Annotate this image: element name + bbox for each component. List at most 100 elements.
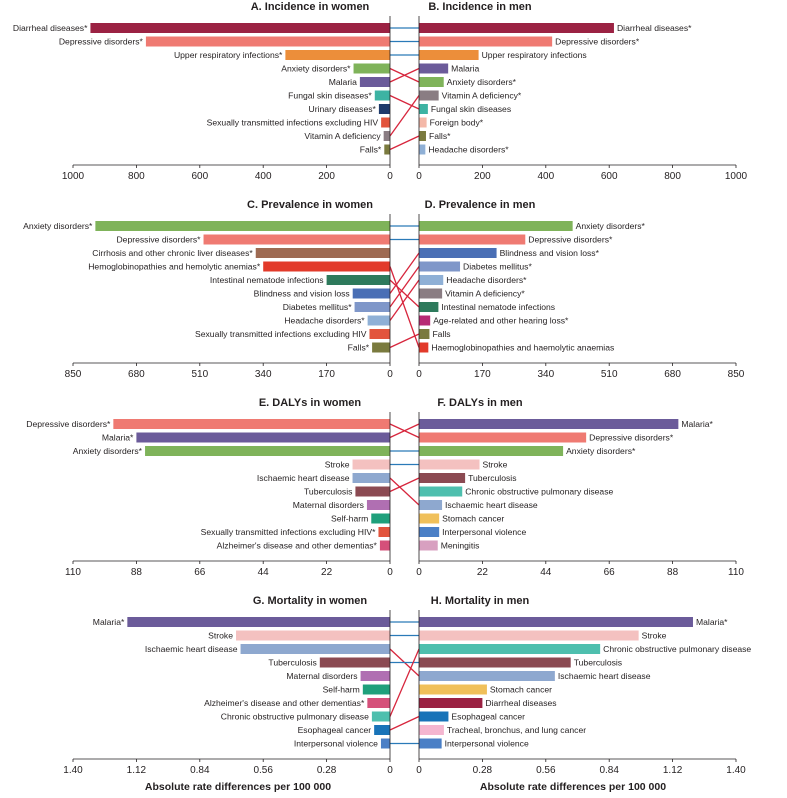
bar-label: Depressive disorders* <box>26 419 111 429</box>
panel-title: E. DALYs in women <box>259 397 362 409</box>
bar-diabetes-mellitus <box>419 261 461 272</box>
panel-title: F. DALYs in men <box>437 397 522 409</box>
bar-label: Malaria* <box>696 617 728 627</box>
tick-label: 0.56 <box>253 765 273 776</box>
bar-vitamin-a-deficiency <box>383 131 390 141</box>
tick-label: 1.40 <box>726 765 746 776</box>
bar-label: Malaria <box>329 77 357 87</box>
bar-sexually-transmitted-infections-excluding-hiv <box>378 527 390 537</box>
tick-label: 340 <box>537 369 554 380</box>
tick-label: 170 <box>474 369 491 380</box>
bar-label: Maternal disorders <box>286 671 357 681</box>
tick-label: 850 <box>65 369 82 380</box>
bar-label: Headache disorders* <box>284 316 365 326</box>
tick-label: 0 <box>387 765 393 776</box>
bar-label: Headache disorders* <box>428 145 509 155</box>
bar-label: Alzheimer's disease and other dementias* <box>204 698 365 708</box>
bar-malaria <box>419 617 693 627</box>
bar-headache-disorders <box>419 275 444 285</box>
bar-self-harm <box>371 513 390 524</box>
bar-label: Depressive disorders* <box>59 37 144 47</box>
bar-falls <box>372 342 390 353</box>
bar-sexually-transmitted-infections-excluding-hiv <box>381 117 390 128</box>
bar-label: Falls* <box>348 343 370 353</box>
bar-label: Anxiety disorders* <box>447 77 517 87</box>
bar-diarrheal-diseases <box>419 23 614 33</box>
bar-anxiety-disorders <box>353 63 390 74</box>
panel-title: A. Incidence in women <box>251 1 370 13</box>
bar-stomach-cancer <box>419 684 487 695</box>
x-axis-label-left: Absolute rate differences per 100 000 <box>145 781 331 793</box>
x-axis-label-right: Absolute rate differences per 100 000 <box>480 781 666 793</box>
bar-label: Self-harm <box>323 685 360 695</box>
bar-foreign-body <box>419 117 427 128</box>
bar-headache-disorders <box>419 144 426 155</box>
bar-interpersonal-violence <box>419 527 440 537</box>
tick-label: 400 <box>255 171 272 182</box>
bar-label: Anxiety disorders* <box>73 446 143 456</box>
bar-cirrhosis-and-other-chronic-liver-diseases <box>255 248 390 258</box>
bar-label: Diabetes mellitus* <box>283 302 352 312</box>
tick-label: 0 <box>416 369 422 380</box>
bar-depressive-disorders <box>419 234 526 245</box>
bar-label: Chronic obstructive pulmonary disease <box>465 487 613 497</box>
bar-stroke <box>419 630 639 641</box>
bar-anxiety-disorders <box>419 77 444 87</box>
bar-label: Interpersonal violence <box>294 739 378 749</box>
bar-anxiety-disorders <box>95 221 391 231</box>
bars-layer <box>90 23 693 749</box>
bar-maternal-disorders <box>366 500 390 510</box>
bar-label: Stomach cancer <box>442 514 504 524</box>
bar-fungal-skin-diseases <box>374 90 390 101</box>
tick-label: 66 <box>604 567 616 578</box>
bar-self-harm <box>362 684 390 695</box>
tick-label: 44 <box>540 567 552 578</box>
axes-layer <box>72 16 737 762</box>
bar-interpersonal-violence <box>419 738 442 749</box>
bar-label: Stroke <box>483 460 508 470</box>
connector-malaria <box>389 67 420 83</box>
bar-tuberculosis <box>319 657 390 668</box>
tick-label: 88 <box>667 567 679 578</box>
bar-diarrheal-diseases <box>419 698 483 708</box>
bar-label: Interpersonal violence <box>445 739 529 749</box>
connector-chronic-obstructive-pulmonary-disease <box>389 648 420 717</box>
connector-malaria <box>389 423 420 439</box>
bar-label: Intestinal nematode infections <box>210 275 324 285</box>
bar-label: Interpersonal violence <box>442 527 526 537</box>
bar-meningitis <box>419 540 438 551</box>
bar-upper-respiratory-infections <box>419 50 479 60</box>
bar-hemoglobinopathies-and-hemolytic-anemias <box>263 261 390 272</box>
bar-label: Diarrheal diseases* <box>13 23 88 33</box>
tick-label: 1.12 <box>127 765 147 776</box>
bar-malaria <box>359 77 390 87</box>
tick-label: 0 <box>416 765 422 776</box>
bar-upper-respiratory-infections <box>285 50 390 60</box>
tick-label: 0 <box>387 171 393 182</box>
bar-label: Upper respiratory infections <box>482 50 587 60</box>
bar-label: Malaria* <box>102 433 134 443</box>
tick-label: 680 <box>128 369 145 380</box>
tick-label: 680 <box>664 369 681 380</box>
connector-diabetes-mellitus <box>389 266 420 308</box>
bar-label: Sexually transmitted infections excludin… <box>207 118 379 128</box>
bar-label: Chronic obstructive pulmonary disease <box>221 712 369 722</box>
tick-label: 0.84 <box>599 765 619 776</box>
bar-anxiety-disorders <box>419 446 564 456</box>
bar-label: Stroke <box>325 460 350 470</box>
bar-stroke <box>236 630 390 641</box>
tick-label: 88 <box>131 567 143 578</box>
bar-malaria <box>419 419 679 429</box>
connector-headache-disorders <box>389 279 420 321</box>
tick-label: 850 <box>728 369 745 380</box>
tick-label: 44 <box>258 567 270 578</box>
connector-lines <box>389 27 420 745</box>
bar-label: Upper respiratory infections* <box>174 50 283 60</box>
panel-title: C. Prevalence in women <box>247 199 373 211</box>
panel-title: H. Mortality in men <box>431 595 530 607</box>
bar-tracheal-bronchus-and-lung-cancer <box>419 725 444 735</box>
bar-label: Depressive disorders* <box>555 37 640 47</box>
tick-label: 0 <box>416 171 422 182</box>
bar-label: Urinary diseases* <box>309 104 377 114</box>
